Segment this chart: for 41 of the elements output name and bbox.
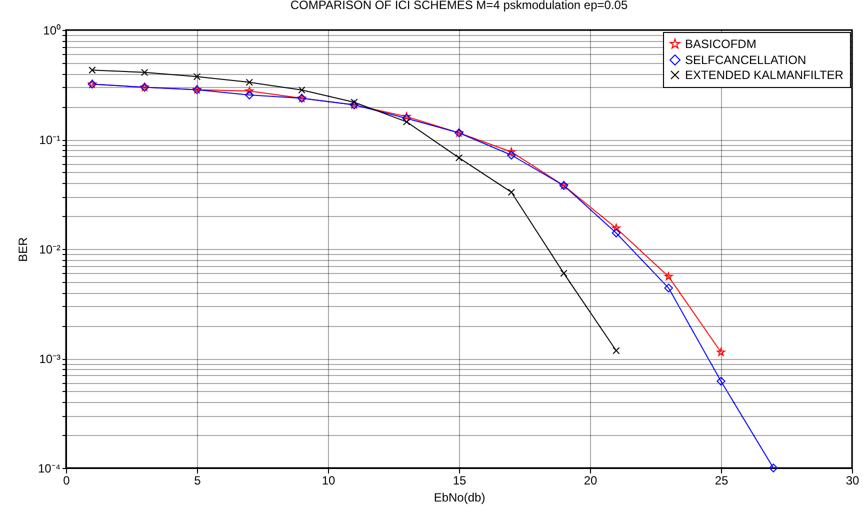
x-tick-label: 10	[322, 474, 336, 488]
x-tick-label: 0	[63, 474, 70, 488]
y-tick-label: 10⁻³	[39, 352, 61, 366]
point	[193, 73, 201, 80]
chart-title: COMPARISON OF ICI SCHEMES M=4 pskmodulation ep=0.05	[290, 0, 628, 12]
y-tick-label: 10⁻⁴	[38, 462, 60, 476]
point	[612, 228, 621, 238]
x-tick-label: 5	[194, 474, 202, 488]
x-tick-label: 20	[584, 474, 598, 488]
point	[716, 348, 726, 356]
point	[716, 376, 726, 386]
x-axis-title: EbNo(db)	[434, 490, 486, 504]
legend-label: SELFCANCELLATION	[685, 53, 806, 67]
y-tick-label: 10⁰	[43, 24, 60, 38]
legend-label: EXTENDED KALMANFILTER	[685, 68, 844, 82]
point	[612, 224, 620, 232]
point	[298, 86, 306, 94]
legend-label: BASICOFDM	[685, 37, 756, 51]
point	[402, 112, 411, 120]
point	[141, 68, 148, 76]
point	[664, 284, 673, 292]
point	[455, 154, 463, 162]
point	[402, 114, 411, 123]
y-tick-label: 10⁻¹	[39, 133, 61, 147]
y-axis-title: BER	[16, 236, 30, 262]
point	[246, 78, 253, 86]
point	[403, 118, 410, 126]
y-tick-label: 10⁻²	[39, 242, 61, 256]
x-tick-label: 15	[452, 474, 466, 488]
point	[507, 148, 516, 156]
point	[245, 90, 254, 100]
x-tick-label: 25	[714, 474, 728, 488]
point	[560, 270, 568, 277]
point	[508, 188, 515, 196]
x-tick-label: 30	[846, 474, 860, 488]
point	[245, 86, 254, 95]
point	[507, 150, 516, 160]
point	[769, 464, 778, 472]
point	[612, 347, 620, 354]
point	[88, 66, 96, 74]
point	[664, 272, 673, 280]
